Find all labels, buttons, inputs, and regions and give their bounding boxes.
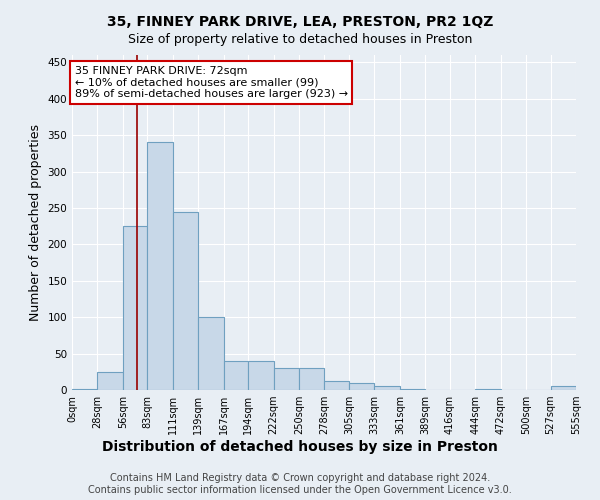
Bar [148,142,173,390]
Bar [374,386,400,390]
Y-axis label: Number of detached properties: Number of detached properties [29,124,42,321]
Text: 35 FINNEY PARK DRIVE: 72sqm
← 10% of detached houses are smaller (99)
89% of sem: 35 FINNEY PARK DRIVE: 72sqm ← 10% of det… [75,66,348,99]
Text: Size of property relative to detached houses in Preston: Size of property relative to detached ho… [128,32,472,46]
Text: 35, FINNEY PARK DRIVE, LEA, PRESTON, PR2 1QZ: 35, FINNEY PARK DRIVE, LEA, PRESTON, PR2… [107,15,493,29]
Bar [123,226,148,390]
Bar [475,388,500,390]
Bar [97,372,123,390]
Bar [551,386,576,390]
Bar [173,212,198,390]
Bar [325,382,349,390]
Bar [400,388,425,390]
Text: Distribution of detached houses by size in Preston: Distribution of detached houses by size … [102,440,498,454]
Bar [299,368,325,390]
Bar [224,361,248,390]
Bar [198,317,224,390]
Bar [248,361,274,390]
Bar [274,368,299,390]
Text: Contains HM Land Registry data © Crown copyright and database right 2024.
Contai: Contains HM Land Registry data © Crown c… [88,474,512,495]
Bar [349,382,374,390]
Bar [72,388,97,390]
